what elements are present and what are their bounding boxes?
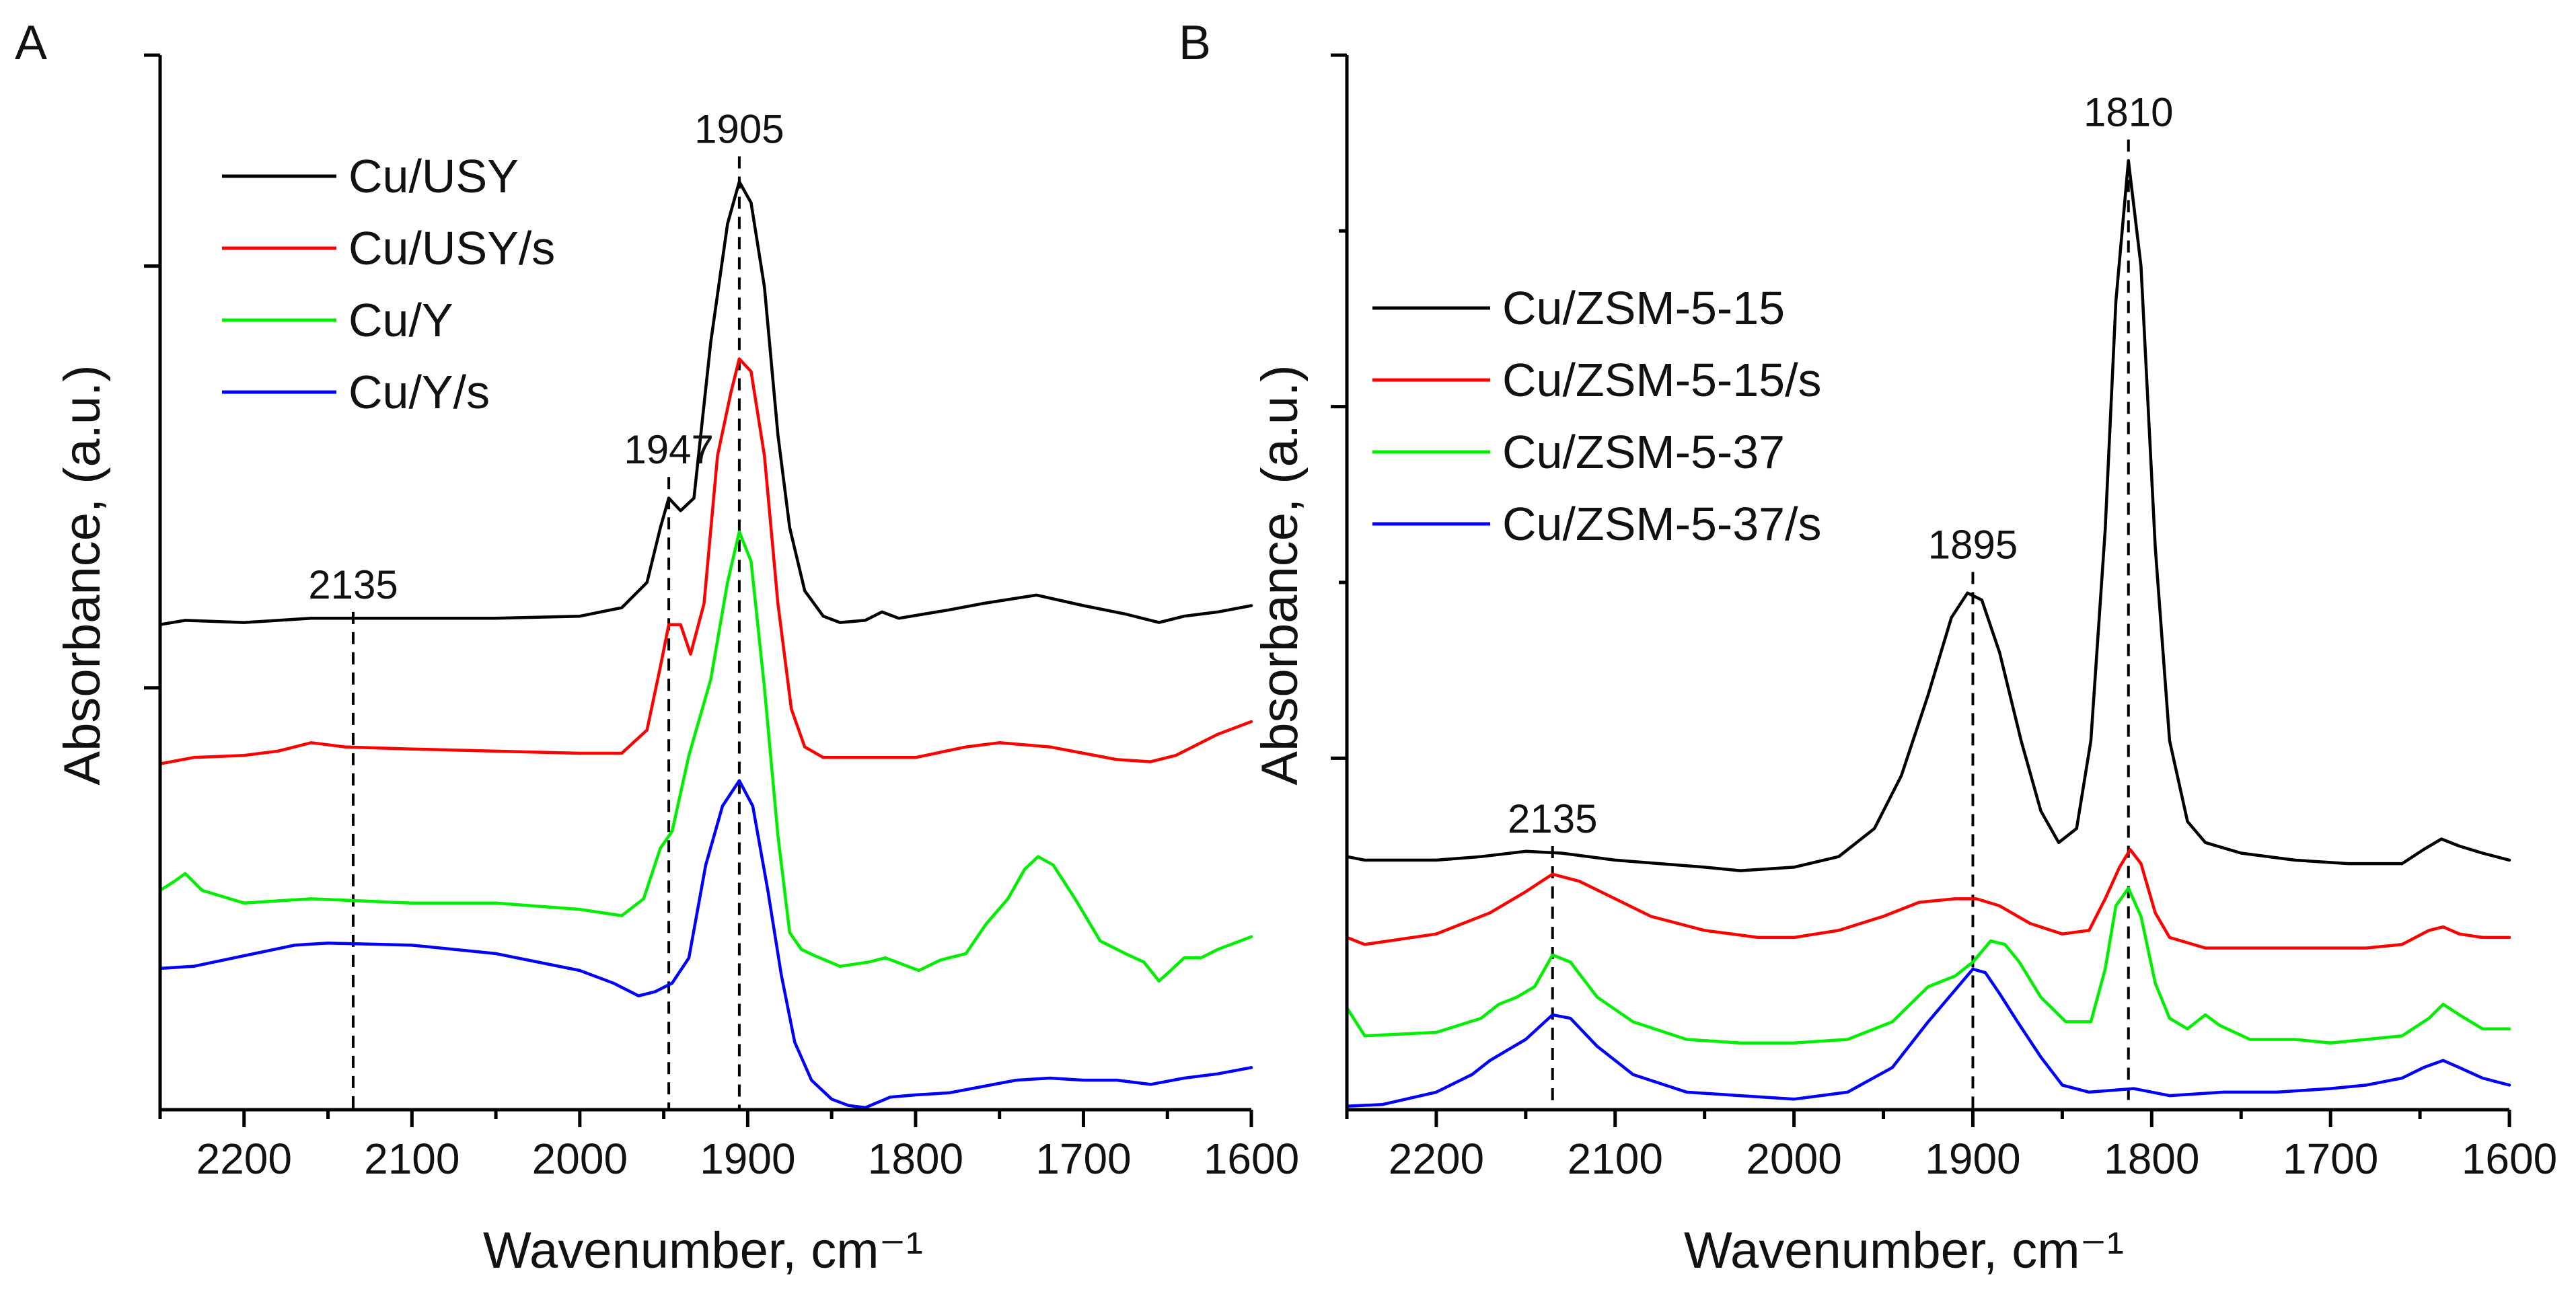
series-line-4 [1345, 967, 2511, 1108]
peak-label: 1947 [624, 427, 713, 472]
series-line-2 [1345, 847, 2511, 950]
panel-a-guides [351, 156, 741, 1110]
x-tick-label: 2200 [196, 1135, 292, 1183]
legend-label: Cu/USY/s [348, 222, 555, 274]
legend-label: Cu/Y [348, 294, 453, 346]
x-tick-label: 1600 [1204, 1135, 1299, 1183]
legend-label: Cu/ZSM-5-15/s [1502, 354, 1822, 406]
legend-label: Cu/ZSM-5-15 [1502, 282, 1785, 334]
x-tick-label: 2100 [364, 1135, 459, 1183]
panel-a-axes: 2200 2100 2000 1900 1800 1700 1600 [144, 53, 1299, 1183]
panel-a-y-axis-title: Absorbance, (a.u.) [54, 365, 111, 785]
panel-b-legend: Cu/ZSM-5-15 Cu/ZSM-5-15/s Cu/ZSM-5-37 Cu/ZS… [1372, 282, 1822, 550]
x-tick-label: 1900 [1925, 1135, 2020, 1183]
series-line-3 [1345, 886, 2511, 1044]
panel-b-y-axis-title: Absorbance, (a.u.) [1251, 365, 1309, 785]
x-tick-label: 1800 [2104, 1135, 2199, 1183]
panel-b-label: B [1179, 16, 1211, 70]
x-tick-label: 2200 [1389, 1135, 1484, 1183]
panel-a-series [158, 180, 1253, 1110]
peak-label: 1905 [694, 107, 784, 152]
legend-label: Cu/ZSM-5-37/s [1502, 498, 1822, 550]
legend-label: Cu/ZSM-5-37 [1502, 426, 1785, 478]
panel-b-peak-labels: 1810 1895 2135 [1508, 89, 2174, 841]
panel-b: B 2200 2100 2000 1900 1800 1700 1600 181018952… [1179, 16, 2557, 1279]
series-line-1 [1345, 159, 2511, 872]
x-tick-label: 1700 [2283, 1135, 2378, 1183]
series-line-2 [158, 357, 1253, 765]
legend-label: Cu/Y/s [348, 366, 490, 418]
x-tick-label: 2000 [1746, 1135, 1841, 1183]
panel-b-x-axis-title: Wavenumber, cm⁻¹ [1684, 1222, 2124, 1279]
x-tick-label: 1800 [868, 1135, 963, 1183]
panel-a-x-axis-title: Wavenumber, cm⁻¹ [483, 1222, 923, 1279]
peak-label: 1810 [2084, 89, 2173, 135]
panel-b-guides [1551, 139, 2130, 1110]
x-tick-label: 2100 [1568, 1135, 1663, 1183]
panel-a-peak-labels: 1905 1947 2135 [308, 107, 784, 607]
x-tick-label: 2000 [532, 1135, 628, 1183]
legend-label: Cu/USY [348, 150, 519, 202]
panel-b-axes: 2200 2100 2000 1900 1800 1700 1600 [1331, 53, 2557, 1183]
panel-a: A 2200 2100 2000 1900 1800 1700 1600 190519472… [15, 16, 1299, 1279]
panel-a-label: A [15, 16, 47, 70]
peak-label: 2135 [1508, 796, 1597, 841]
series-line-1 [158, 180, 1253, 626]
series-line-4 [158, 779, 1253, 1110]
series-line-3 [158, 530, 1253, 983]
panel-a-legend: Cu/USY Cu/USY/s Cu/Y Cu/Y/s [222, 150, 555, 418]
peak-label: 1895 [1928, 522, 2018, 567]
peak-label: 2135 [308, 562, 398, 607]
x-tick-label: 1700 [1035, 1135, 1131, 1183]
x-tick-label: 1900 [700, 1135, 795, 1183]
panel-b-series [1345, 159, 2511, 1108]
x-tick-label: 1600 [2462, 1135, 2557, 1183]
